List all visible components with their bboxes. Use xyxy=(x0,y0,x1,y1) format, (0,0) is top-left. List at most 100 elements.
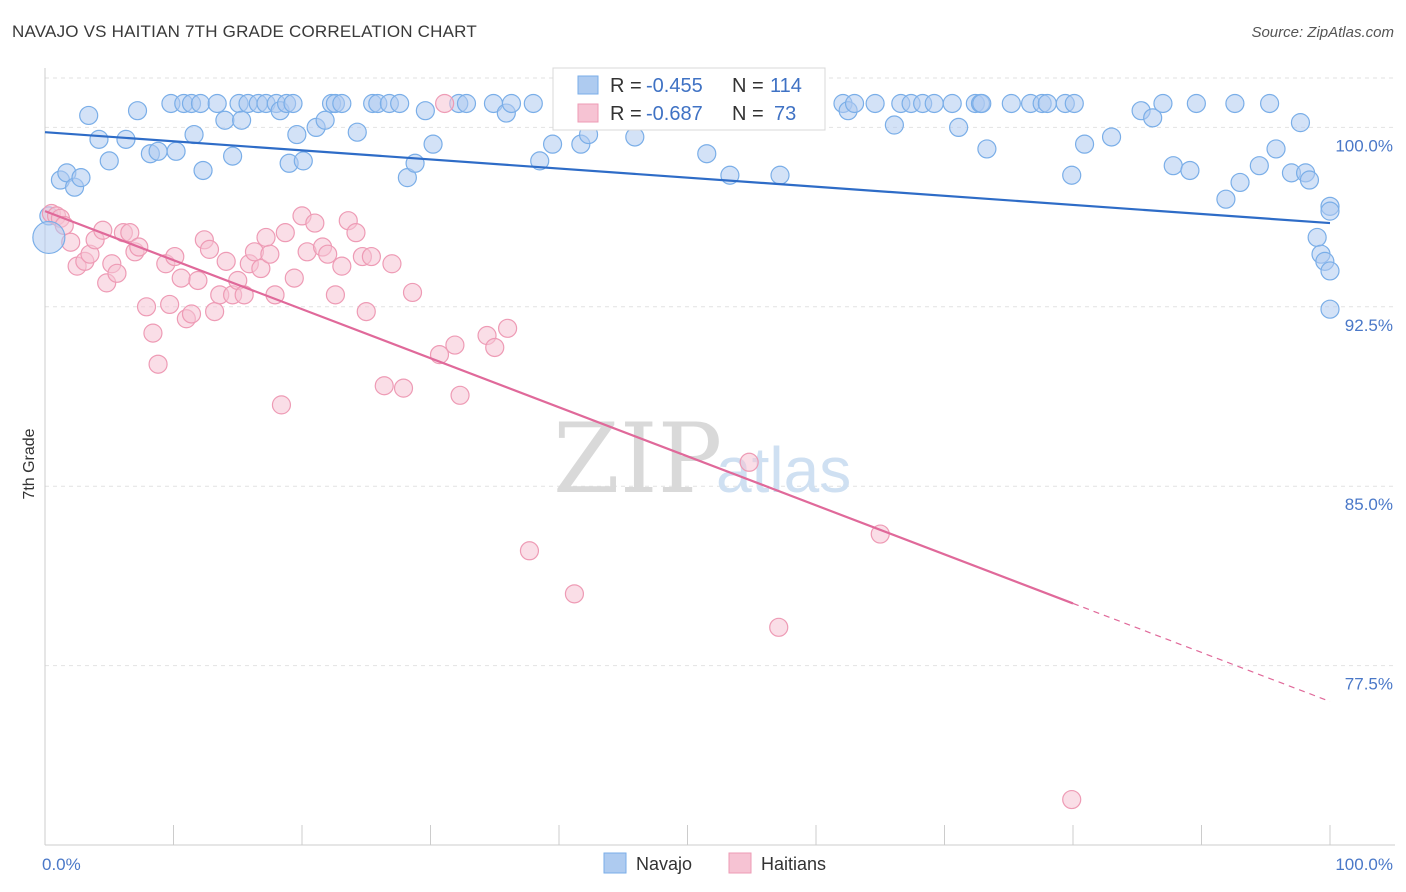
navajo-point xyxy=(293,151,313,171)
haitians-point xyxy=(450,385,470,405)
navajo-point xyxy=(1001,93,1021,114)
scatter-points xyxy=(32,93,1340,810)
navajo-point xyxy=(190,93,211,114)
haitians-trend-line xyxy=(44,210,1074,605)
navajo-point xyxy=(283,93,303,114)
navajo-point xyxy=(71,168,91,188)
haitians-point xyxy=(275,223,295,243)
haitians-point xyxy=(107,263,127,283)
navajo-point xyxy=(625,127,645,147)
source-label: Source: ZipAtlas.com xyxy=(1251,24,1394,41)
haitians-point xyxy=(356,301,376,322)
navajo-point xyxy=(770,165,790,185)
navajo-point xyxy=(542,134,563,154)
navajo-point xyxy=(1230,172,1250,193)
navajo-point xyxy=(924,93,944,114)
navajo-point xyxy=(977,139,997,159)
haitians-point xyxy=(305,213,325,233)
legend-haitians-r-label: R = xyxy=(610,103,642,125)
navajo-point xyxy=(530,151,550,171)
navajo-point xyxy=(1153,93,1173,114)
legend-navajo-n-label: N = xyxy=(732,75,764,97)
bottom-legend-haitians: Haitians xyxy=(761,854,826,874)
navajo-point xyxy=(501,93,522,114)
navajo-point xyxy=(184,124,204,145)
haitians-point xyxy=(136,297,157,317)
navajo-point xyxy=(415,101,435,121)
legend-haitians-r: -0.687 xyxy=(646,103,703,125)
haitians-point xyxy=(216,251,236,271)
haitians-point xyxy=(519,541,540,561)
haitians-point xyxy=(402,282,423,303)
haitians-point xyxy=(271,395,292,415)
navajo-point xyxy=(287,124,307,145)
navajo-point xyxy=(1249,156,1269,176)
navajo-point xyxy=(1266,139,1286,159)
navajo-point xyxy=(89,129,109,149)
navajo-point xyxy=(1299,170,1320,190)
navajo-point xyxy=(949,117,969,138)
navajo-point xyxy=(332,93,352,114)
navajo-point xyxy=(942,93,962,114)
haitians-point xyxy=(171,268,191,288)
navajo-point xyxy=(1062,165,1082,185)
haitians-point xyxy=(325,285,346,305)
y-tick-label: 77.5% xyxy=(1345,675,1393,694)
navajo-point xyxy=(697,144,717,164)
navajo-point xyxy=(1186,93,1206,114)
navajo-point xyxy=(1320,261,1340,281)
navajo-point xyxy=(1320,201,1340,221)
y-tick-label: 100.0% xyxy=(1335,136,1393,155)
navajo-point xyxy=(79,105,99,126)
x-tick-label: 100.0% xyxy=(1335,855,1393,874)
navajo-point xyxy=(1307,227,1327,248)
navajo-point xyxy=(456,93,477,114)
navajo-point xyxy=(315,110,335,130)
navajo-point xyxy=(865,93,885,114)
navajo-point xyxy=(1320,299,1340,319)
navajo-point xyxy=(215,110,235,130)
navajo-point xyxy=(523,93,543,114)
bottom-legend-swatch-navajo xyxy=(603,852,627,874)
axes xyxy=(44,68,1395,846)
haitians-point xyxy=(205,301,225,322)
bottom-legend-navajo: Navajo xyxy=(636,854,692,874)
legend-swatch-haitians xyxy=(577,103,599,123)
navajo-point xyxy=(972,93,992,114)
legend-stats: R = -0.455 N = 114 R = -0.687 N = 73 xyxy=(552,67,826,131)
haitians-point xyxy=(188,270,208,291)
haitians-point xyxy=(374,376,394,396)
haitians-point xyxy=(1062,789,1082,810)
navajo-point xyxy=(423,134,443,154)
navajo-point xyxy=(1163,156,1183,176)
y-tick-label: 85.0% xyxy=(1345,495,1393,514)
navajo-point xyxy=(207,93,227,114)
navajo-point xyxy=(148,141,168,161)
navajo-point xyxy=(1290,113,1311,133)
x-tick-label: 0.0% xyxy=(42,855,81,874)
navajo-point xyxy=(1225,93,1245,114)
navajo-point xyxy=(99,151,119,171)
bottom-legend-swatch-haitians xyxy=(728,852,752,874)
haitians-point xyxy=(251,258,271,279)
navajo-point xyxy=(223,146,243,166)
navajo-point xyxy=(1064,93,1084,114)
haitians-point xyxy=(498,318,518,338)
y-tick-label: 92.5% xyxy=(1345,316,1393,335)
haitians-point xyxy=(361,246,381,267)
haitians-trend-line-extension xyxy=(1072,602,1331,703)
navajo-point xyxy=(1216,189,1236,209)
haitians-point xyxy=(564,584,585,604)
navajo-point xyxy=(1143,108,1163,128)
haitians-point xyxy=(143,323,163,343)
navajo-point xyxy=(232,110,252,130)
y-axis-label: 7th Grade xyxy=(21,428,38,499)
navajo-point xyxy=(884,115,904,135)
navajo-point xyxy=(1260,93,1280,114)
haitians-point xyxy=(181,304,202,324)
navajo-point xyxy=(166,141,186,161)
legend-navajo-n: 114 xyxy=(770,75,802,97)
x-tick-labels: 0.0% 100.0% xyxy=(42,855,1393,874)
haitians-point xyxy=(256,227,276,248)
